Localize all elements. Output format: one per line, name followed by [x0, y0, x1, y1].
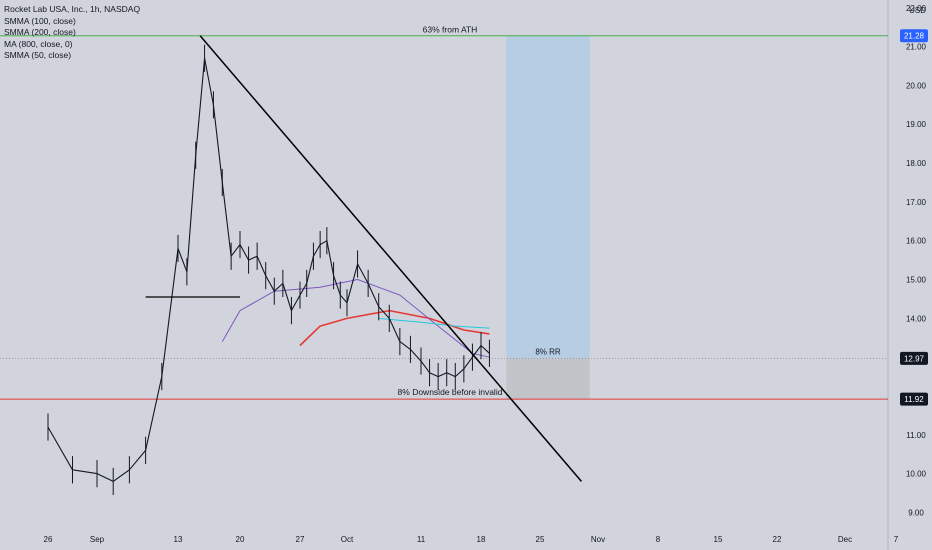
rr-annotation: 8% RR	[535, 347, 561, 356]
y-tick-7: 15.00	[906, 276, 927, 285]
ath-badge-label: 21.28	[904, 32, 925, 41]
last-price-badge-label: 12.97	[904, 354, 925, 363]
x-tick-3: 20	[236, 535, 245, 544]
price-line	[47, 57, 490, 482]
y-tick-4: 18.00	[906, 159, 927, 168]
legend-smma50[interactable]: SMMA (50, close)	[4, 50, 72, 60]
y-tick-11: 10.00	[906, 470, 927, 479]
ath-annotation: 63% from ATH	[423, 25, 478, 35]
invalid-badge-label: 11.92	[904, 395, 924, 404]
x-ticks: 26 Sep 13 20 27 Oct 11 18 25 Nov 8 15 22 Dec 7	[44, 535, 899, 544]
downside-annotation: 8% Downside before invalid	[398, 387, 503, 397]
trend-lines[interactable]	[145, 35, 582, 482]
last-price-badge	[900, 351, 928, 365]
x-tick-8: 25	[536, 535, 545, 544]
x-tick-4: 27	[296, 535, 305, 544]
y-tick-5: 17.00	[906, 198, 927, 207]
y-tick-3: 19.00	[906, 120, 927, 129]
time-axis[interactable]	[0, 528, 888, 550]
y-tick-1: 21.00	[906, 43, 927, 52]
legend-title: Rocket Lab USA, Inc., 1h, NASDAQ	[4, 4, 141, 14]
x-tick-6: 11	[417, 535, 426, 544]
x-tick-13: Dec	[838, 535, 852, 544]
ma800-line	[378, 317, 490, 329]
x-tick-1: Sep	[90, 535, 105, 544]
y-tick-6: 16.00	[906, 237, 927, 246]
price-badges: 21.28 12.97 11.92	[900, 29, 928, 406]
target-zone	[506, 35, 590, 359]
smma200-line	[221, 279, 490, 358]
invalid-badge	[900, 392, 928, 406]
x-tick-11: 15	[714, 535, 723, 544]
y-tick-2: 20.00	[906, 81, 927, 90]
x-tick-12: 22	[773, 535, 782, 544]
axis-unit: USD	[909, 6, 926, 15]
legend-smma100[interactable]: SMMA (100, close)	[4, 15, 76, 26]
downtrend-line	[199, 35, 582, 482]
y-tick-0: 22.00	[906, 4, 927, 13]
ath-badge	[900, 29, 928, 43]
x-tick-10: 8	[656, 535, 661, 544]
x-tick-0: 26	[44, 535, 53, 544]
y-tick-10: 11.00	[906, 431, 926, 440]
legend-ma800[interactable]: MA (800, close, 0)	[4, 38, 73, 49]
y-ticks: 22.00 21.00 20.00 19.00 18.00 17.00 16.00 15.00…	[906, 4, 927, 518]
stop-zone	[506, 358, 590, 400]
y-tick-12: 9.00	[908, 508, 924, 517]
position-zones	[506, 35, 590, 400]
price-series	[47, 44, 490, 495]
legend-smma200[interactable]: SMMA (200, close)	[4, 27, 76, 37]
x-tick-14: 7	[894, 535, 899, 544]
level-lines	[0, 35, 888, 400]
chart-legend[interactable]: Rocket Lab USA, Inc., 1h, NASDAQ SMMA (1…	[4, 4, 140, 62]
x-tick-7: 18	[477, 535, 486, 544]
price-axis[interactable]	[888, 0, 932, 550]
annotations: 63% from ATH 8% Downside before invalid …	[398, 25, 561, 397]
x-tick-5: Oct	[341, 535, 354, 544]
y-tick-8: 14.00	[906, 314, 927, 323]
x-tick-9: Nov	[591, 535, 605, 544]
x-tick-2: 13	[174, 535, 183, 544]
